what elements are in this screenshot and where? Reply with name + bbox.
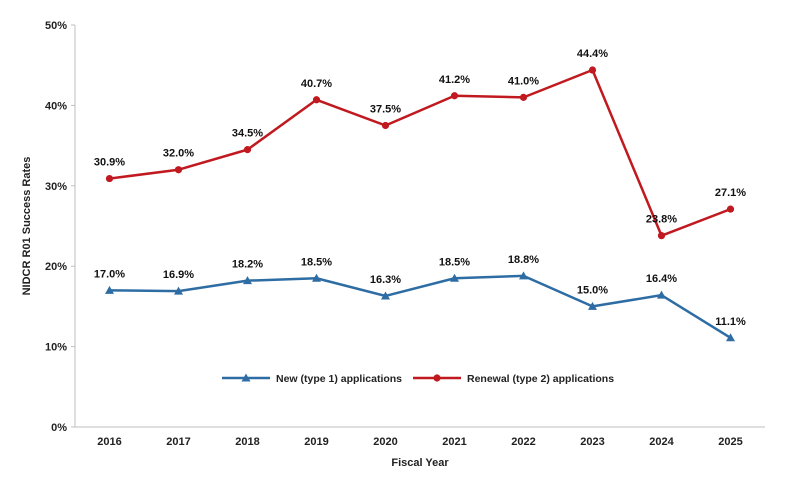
data-point: [243, 276, 252, 285]
data-label: 32.0%: [163, 148, 194, 160]
data-point: [243, 146, 252, 154]
x-tick-label: 2019: [304, 436, 328, 448]
y-tick-labels: 0% 10% 20% 30% 40% 50%: [45, 20, 75, 434]
data-point: [519, 93, 528, 101]
data-label: 34.5%: [232, 128, 263, 140]
x-tick-label: 2016: [97, 436, 121, 448]
y-tick-label: 20%: [45, 261, 67, 273]
data-label: 15.0%: [577, 284, 608, 296]
data-label: 23.8%: [646, 214, 677, 226]
data-label: 41.0%: [508, 75, 539, 87]
data-point: [450, 273, 459, 282]
data-point: [588, 66, 597, 74]
legend: New (type 1) applications Renewal (type 2…: [222, 373, 614, 385]
data-label: 18.5%: [439, 256, 470, 268]
legend-item: New (type 1) applications: [222, 373, 402, 385]
data-label: 16.3%: [370, 274, 401, 286]
data-label: 18.8%: [508, 254, 539, 266]
x-tick-label: 2024: [649, 436, 674, 448]
y-tick-label: 40%: [45, 100, 67, 112]
x-tick-label: 2018: [235, 436, 259, 448]
data-point: [381, 121, 390, 130]
x-tick-label: 2023: [580, 436, 604, 448]
y-tick-label: 50%: [45, 20, 67, 32]
legend-label: Renewal (type 2) applications: [467, 373, 614, 385]
data-point: [105, 285, 114, 294]
x-axis-title: Fiscal Year: [391, 457, 449, 469]
data-label: 18.5%: [301, 256, 332, 268]
data-point: [726, 205, 735, 213]
data-label: 17.0%: [94, 268, 125, 280]
legend-marker: [241, 373, 251, 382]
y-tick-label: 0%: [51, 422, 67, 434]
data-label: 40.7%: [301, 78, 332, 90]
data-label: 18.2%: [232, 259, 263, 271]
legend-label: New (type 1) applications: [276, 373, 402, 385]
y-tick-label: 10%: [45, 342, 67, 354]
data-point: [657, 290, 666, 299]
data-label: 11.1%: [715, 316, 746, 328]
data-label: 37.5%: [370, 104, 401, 116]
data-point: [657, 232, 666, 240]
x-tick-label: 2021: [442, 436, 466, 448]
data-label: 27.1%: [715, 187, 746, 199]
x-tick-label: 2020: [373, 436, 397, 448]
legend-marker: [433, 374, 441, 382]
data-label: 30.9%: [94, 157, 125, 169]
data-point: [450, 92, 459, 100]
data-point: [519, 271, 528, 280]
axes: [74, 25, 765, 428]
data-point: [726, 333, 735, 342]
data-point: [174, 286, 183, 295]
x-tick-label: 2017: [166, 436, 190, 448]
legend-item: Renewal (type 2) applications: [413, 373, 614, 385]
y-axis-title: NIDCR R01 Success Rates: [21, 157, 33, 296]
data-point: [381, 291, 390, 300]
data-label: 16.9%: [163, 269, 194, 281]
data-point: [312, 273, 321, 282]
x-tick-labels: 2016 2017 2018 2019 2020 2021 2022 2023 2024 2025: [97, 436, 742, 448]
series-new-type1: 17.0% 16.9% 18.2% 18.5% 16.3% 18.5% 18.8% 15.0%…: [94, 254, 746, 342]
x-tick-label: 2025: [718, 436, 742, 448]
data-label: 41.2%: [439, 74, 470, 86]
series-group: 17.0% 16.9% 18.2% 18.5% 16.3% 18.5% 18.8% 15.0%…: [94, 48, 746, 342]
series-line: [109, 274, 732, 339]
data-label: 16.4%: [646, 273, 677, 285]
data-point: [312, 96, 321, 104]
series-renewal-type2: 30.9% 32.0% 34.5% 40.7% 37.5% 41.2% 41.0% 44.4%…: [94, 48, 746, 240]
data-point: [588, 301, 597, 310]
data-label: 44.4%: [577, 48, 608, 60]
y-tick-label: 30%: [45, 181, 67, 193]
x-tick-label: 2022: [511, 436, 535, 448]
series-line: [109, 68, 731, 237]
data-point: [105, 174, 114, 183]
data-point: [174, 166, 183, 174]
